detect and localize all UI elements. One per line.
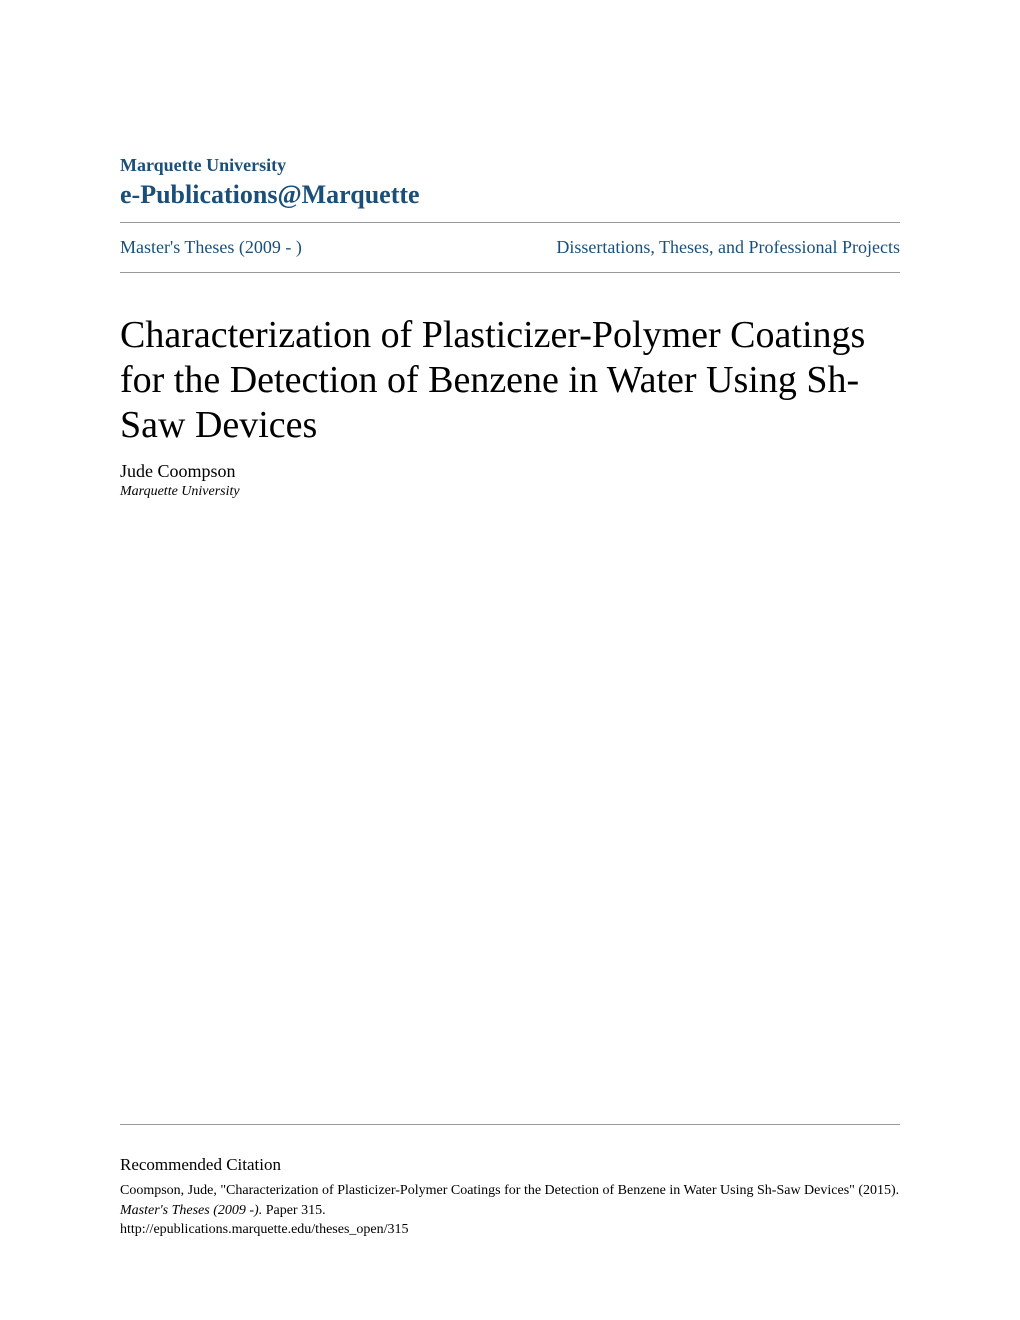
divider-bottom bbox=[120, 1124, 900, 1125]
spacer bbox=[120, 500, 900, 1124]
citation-url: http://epublications.marquette.edu/these… bbox=[120, 1222, 409, 1237]
publication-name: e-Publications@Marquette bbox=[120, 180, 900, 210]
citation-author-year: Coompson, Jude, "Characterization of Pla… bbox=[120, 1183, 899, 1198]
nav-link-right[interactable]: Dissertations, Theses, and Professional … bbox=[556, 237, 900, 258]
nav-row: Master's Theses (2009 - ) Dissertations,… bbox=[120, 223, 900, 272]
citation-text: Coompson, Jude, "Characterization of Pla… bbox=[120, 1181, 900, 1240]
page-container: Marquette University e-Publications@Marq… bbox=[0, 0, 1020, 1320]
author-affiliation: Marquette University bbox=[120, 484, 900, 500]
citation-section: Recommended Citation Coompson, Jude, "Ch… bbox=[120, 1145, 900, 1240]
citation-paper-num: Paper 315. bbox=[262, 1203, 325, 1218]
citation-source: Master's Theses (2009 -). bbox=[120, 1203, 262, 1218]
nav-link-left[interactable]: Master's Theses (2009 - ) bbox=[120, 237, 302, 258]
author-name: Jude Coompson bbox=[120, 461, 900, 482]
divider-nav bbox=[120, 272, 900, 273]
header-section: Marquette University e-Publications@Marq… bbox=[120, 155, 900, 222]
institution-name: Marquette University bbox=[120, 155, 900, 176]
title-section: Characterization of Plasticizer-Polymer … bbox=[120, 313, 900, 500]
paper-title: Characterization of Plasticizer-Polymer … bbox=[120, 313, 900, 447]
citation-heading: Recommended Citation bbox=[120, 1155, 900, 1175]
